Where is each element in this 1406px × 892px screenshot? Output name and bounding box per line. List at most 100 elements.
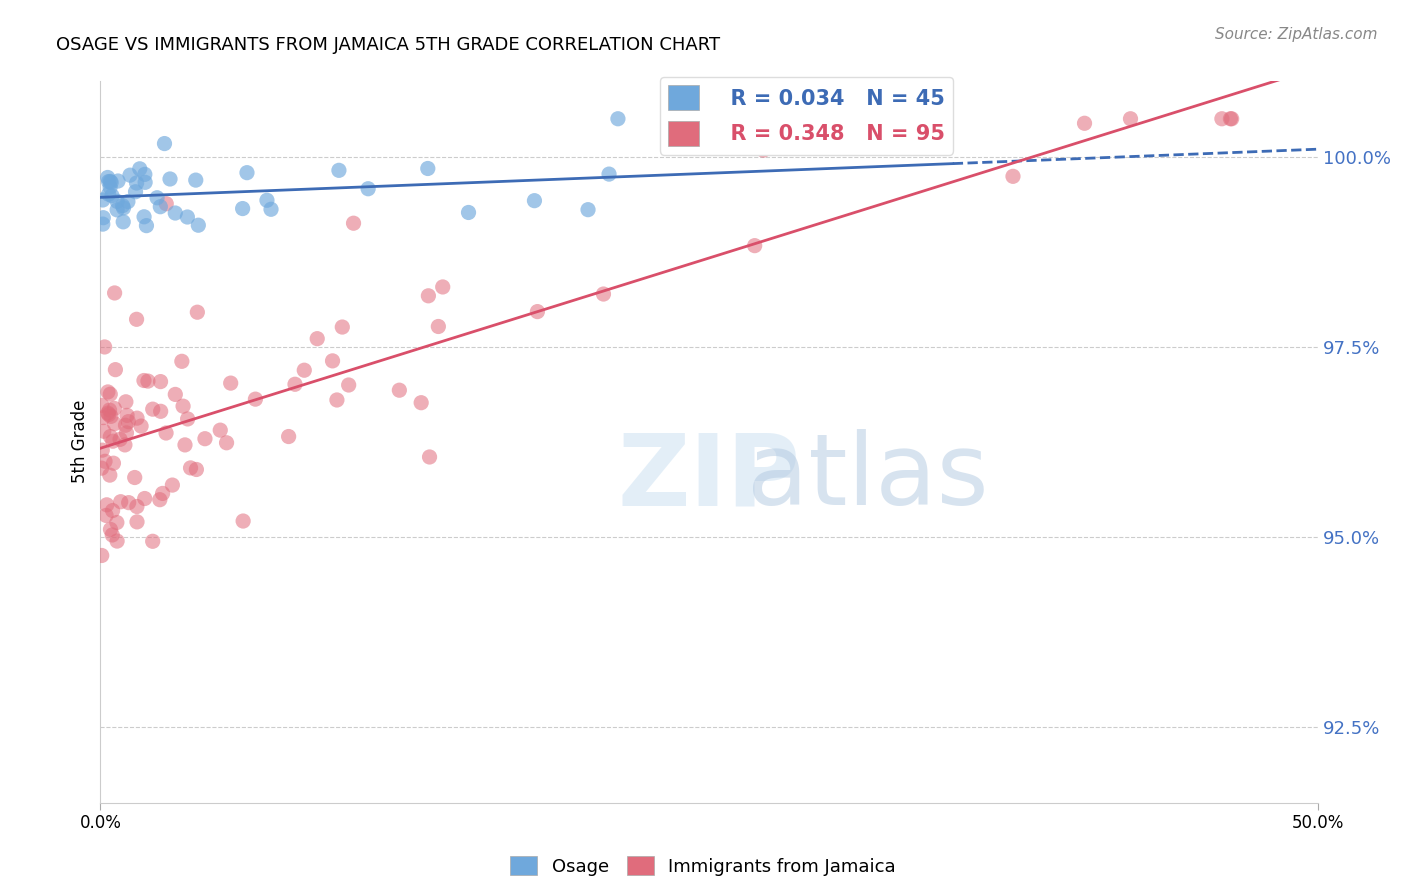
- Point: [165, 387, 187, 401]
- Point: [1001, 169, 1024, 184]
- Point: [134, 167, 156, 181]
- Point: [149, 492, 172, 507]
- Point: [155, 196, 177, 211]
- Point: [98, 468, 121, 483]
- Point: [165, 206, 187, 220]
- Point: [128, 161, 150, 176]
- Point: [96, 498, 118, 512]
- Point: [134, 491, 156, 506]
- Point: [115, 409, 138, 423]
- Point: [284, 377, 307, 392]
- Point: [1211, 112, 1233, 126]
- Point: [526, 304, 548, 318]
- Point: [132, 210, 155, 224]
- Point: [159, 172, 181, 186]
- Text: atlas: atlas: [747, 429, 988, 526]
- Point: [146, 191, 169, 205]
- Point: [1219, 112, 1241, 126]
- Legend: Osage, Immigrants from Jamaica: Osage, Immigrants from Jamaica: [503, 849, 903, 883]
- Point: [152, 486, 174, 500]
- Point: [101, 503, 124, 517]
- Point: [292, 363, 315, 377]
- Point: [427, 319, 450, 334]
- Point: [416, 161, 439, 176]
- Point: [752, 143, 775, 157]
- Point: [149, 404, 172, 418]
- Point: [108, 433, 131, 447]
- Point: [110, 494, 132, 508]
- Point: [97, 406, 120, 420]
- Point: [170, 354, 193, 368]
- Point: [523, 194, 546, 208]
- Point: [125, 500, 148, 514]
- Point: [592, 287, 614, 301]
- Point: [90, 549, 112, 563]
- Point: [232, 514, 254, 528]
- Point: [115, 394, 138, 409]
- Point: [91, 443, 114, 458]
- Point: [107, 174, 129, 188]
- Point: [100, 523, 122, 537]
- Point: [457, 205, 479, 219]
- Point: [118, 168, 141, 182]
- Y-axis label: 5th Grade: 5th Grade: [72, 400, 89, 483]
- Point: [129, 419, 152, 434]
- Point: [136, 374, 159, 388]
- Point: [112, 201, 135, 215]
- Point: [162, 478, 184, 492]
- Point: [91, 410, 114, 425]
- Point: [117, 194, 139, 209]
- Point: [260, 202, 283, 217]
- Point: [125, 515, 148, 529]
- Point: [328, 163, 350, 178]
- Point: [105, 516, 128, 530]
- Point: [90, 398, 112, 412]
- Point: [111, 199, 134, 213]
- Point: [134, 175, 156, 189]
- Point: [245, 392, 267, 406]
- Point: [236, 166, 259, 180]
- Point: [330, 320, 353, 334]
- Point: [174, 438, 197, 452]
- Text: OSAGE VS IMMIGRANTS FROM JAMAICA 5TH GRADE CORRELATION CHART: OSAGE VS IMMIGRANTS FROM JAMAICA 5TH GRA…: [56, 36, 720, 54]
- Legend:   R = 0.034   N = 45,   R = 0.348   N = 95: R = 0.034 N = 45, R = 0.348 N = 95: [659, 77, 953, 154]
- Point: [153, 136, 176, 151]
- Point: [124, 185, 146, 199]
- Point: [172, 399, 194, 413]
- Point: [97, 384, 120, 399]
- Point: [124, 470, 146, 484]
- Point: [93, 340, 115, 354]
- Point: [256, 194, 278, 208]
- Point: [155, 425, 177, 440]
- Point: [98, 403, 121, 417]
- Point: [186, 305, 208, 319]
- Text: ZIP: ZIP: [617, 429, 800, 526]
- Point: [98, 180, 121, 194]
- Point: [184, 173, 207, 187]
- Point: [101, 434, 124, 449]
- Point: [176, 412, 198, 426]
- Point: [94, 508, 117, 523]
- Point: [104, 285, 127, 300]
- Point: [277, 429, 299, 443]
- Point: [112, 215, 135, 229]
- Point: [322, 354, 344, 368]
- Point: [91, 217, 114, 231]
- Point: [114, 438, 136, 452]
- Point: [105, 202, 128, 217]
- Point: [115, 425, 138, 440]
- Point: [125, 411, 148, 425]
- Point: [103, 401, 125, 416]
- Point: [118, 495, 141, 509]
- Point: [100, 409, 122, 424]
- Point: [209, 423, 232, 437]
- Point: [419, 450, 441, 464]
- Point: [98, 174, 121, 188]
- Point: [1220, 112, 1243, 126]
- Point: [101, 528, 124, 542]
- Point: [186, 462, 208, 476]
- Point: [91, 211, 114, 225]
- Point: [91, 193, 114, 207]
- Point: [105, 534, 128, 549]
- Point: [744, 238, 766, 252]
